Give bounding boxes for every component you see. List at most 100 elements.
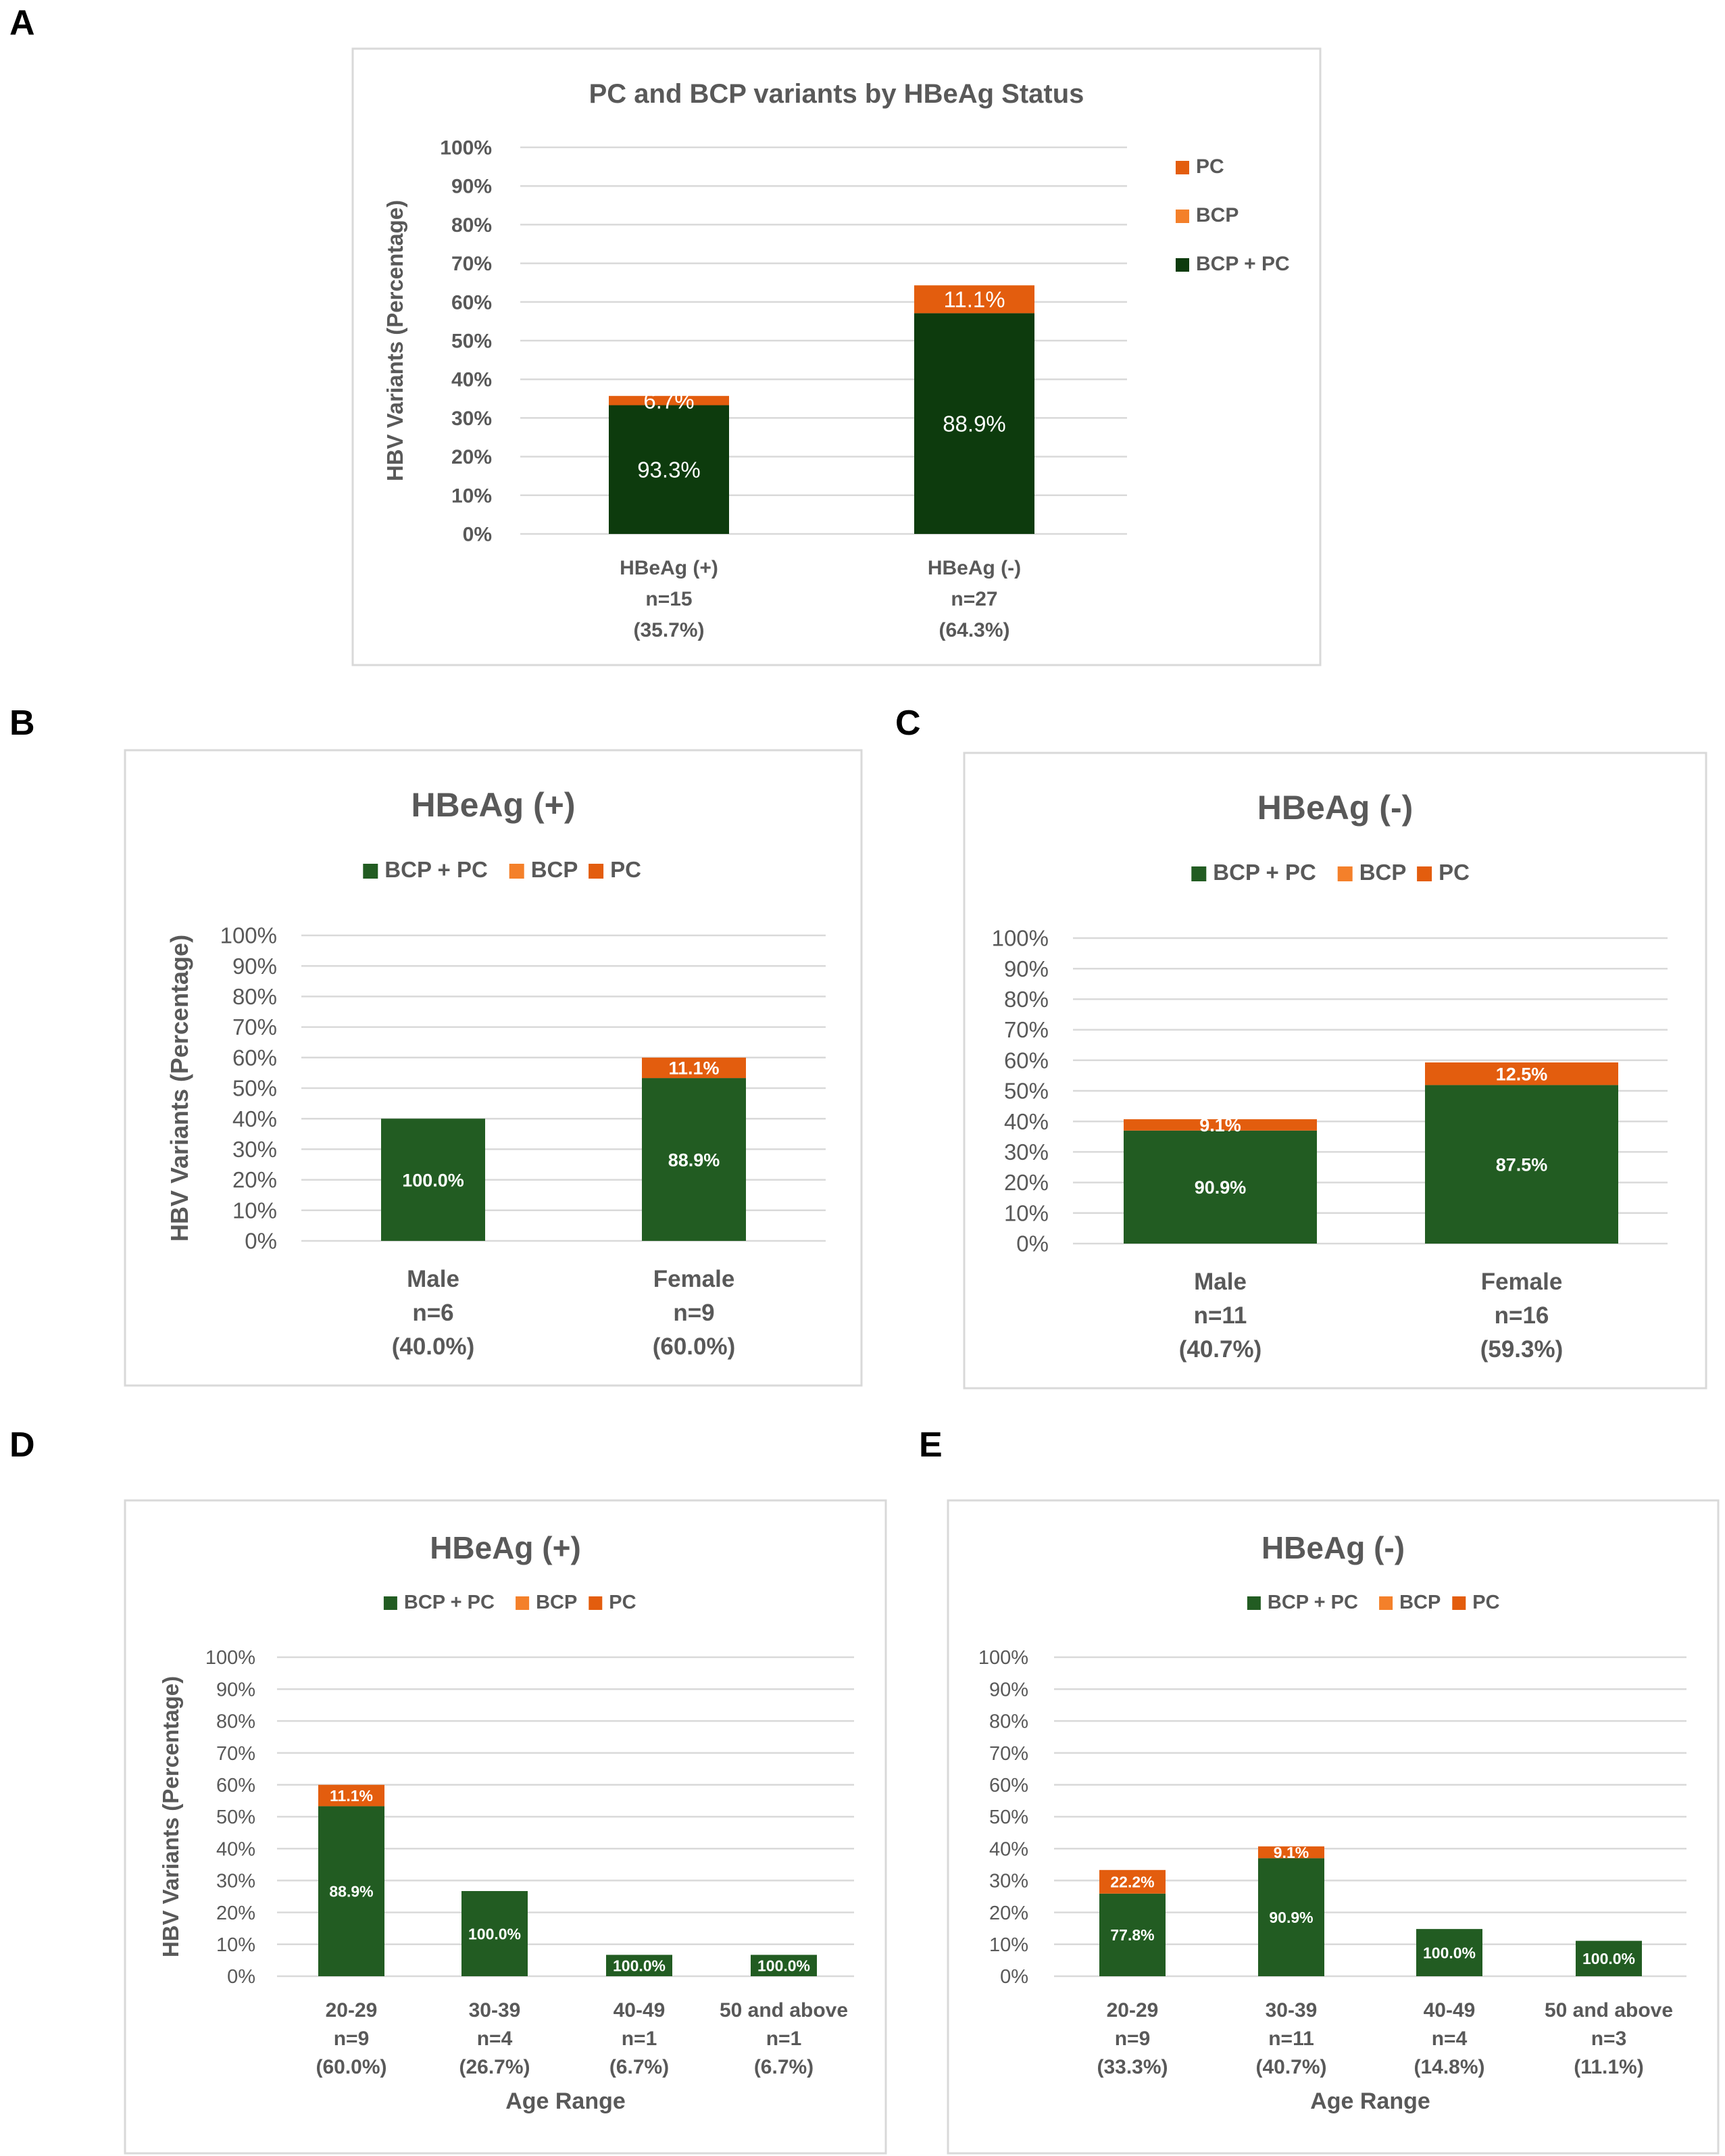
panel-d-category-label: n=9 [334, 2028, 370, 2050]
panel-b-y-tick-label: 70% [232, 1014, 277, 1039]
panel-d-y-tick-label: 40% [216, 1838, 255, 1860]
panel-a-data-label: 6.7% [643, 389, 694, 414]
panel-a-data-label: 11.1% [943, 287, 1005, 312]
panel-e-y-tick-label: 20% [989, 1903, 1028, 1924]
panel-e-bar-pc-2 [1258, 1846, 1324, 1859]
panel-b-y-tick-label: 80% [232, 984, 277, 1009]
panel-d-category-label: n=1 [766, 2028, 802, 2050]
panel-a-y-tick-label: 40% [451, 369, 492, 391]
panel-b-y-tick-label: 10% [232, 1198, 277, 1223]
panel-d-data-label: 100.0% [468, 1925, 521, 1942]
panel-b-data-label: 11.1% [668, 1058, 719, 1079]
panel-d-y-tick-label: 0% [227, 1966, 255, 1988]
panel-d-category-label: 20-29 [326, 1999, 378, 2022]
panel-b-y-tick-label: 20% [232, 1167, 277, 1192]
panel-b-y-tick-label: 0% [245, 1229, 277, 1254]
panel-a-category-label: (64.3%) [939, 619, 1009, 641]
panel-c-legend-label: PC [1439, 860, 1470, 885]
panel-b-y-axis-label: HBV Variants (Percentage) [166, 935, 193, 1242]
panel-c-y-tick-label: 30% [1004, 1140, 1049, 1165]
panel-a-category-label: n=15 [645, 588, 692, 610]
panel-b-data-label: 88.9% [668, 1150, 720, 1170]
panel-e-y-tick-label: 70% [989, 1743, 1028, 1765]
panel-c-chart-title: HBeAg (-) [1257, 789, 1414, 827]
panel-d-x-axis-label: Age Range [505, 2088, 626, 2114]
panel-c-chart: HBeAg (-) 0% 10% 20% 30% 40% 50% 60% 70% 80% 90% 10… [963, 752, 1707, 1390]
panel-d-bar-pc-1 [318, 1784, 384, 1807]
panel-d-category-label: n=1 [622, 2028, 657, 2050]
panel-e-bar-bcp-pc-2 [1258, 1858, 1324, 1976]
panel-a-data-label: 88.9% [943, 412, 1006, 437]
panel-d-data-label: 11.1% [330, 1787, 373, 1805]
panel-e-category-label: 50 and above [1545, 1999, 1673, 2022]
panel-c-y-tick-label: 0% [1016, 1231, 1049, 1256]
panel-c-legend-swatch [1191, 866, 1207, 881]
panel-d-y-tick-label: 10% [216, 1934, 255, 1956]
panel-c-bar-bcp-pc-2 [1425, 1085, 1618, 1244]
panel-d-legend-swatch [383, 1596, 397, 1610]
panel-b-legend-swatch [589, 864, 604, 879]
panel-b-category-label: n=9 [673, 1300, 714, 1326]
panel-b-category-label: Female [653, 1266, 735, 1292]
panel-letter-d: D [9, 1425, 35, 1465]
panel-c-y-tick-label: 70% [1004, 1017, 1049, 1042]
panel-e-category-label: (40.7%) [1255, 2056, 1326, 2078]
panel-b-legend-swatch [363, 864, 378, 879]
panel-e-y-tick-label: 40% [989, 1838, 1028, 1860]
panel-a-chart: PC and BCP variants by HBeAg Status 0% 10%… [351, 47, 1322, 666]
panel-b-bar-bcp-pc-2 [642, 1078, 746, 1241]
panel-a-y-tick-label: 70% [451, 253, 492, 275]
panel-d-legend-label: BCP [536, 1592, 577, 1613]
panel-e-legend-label: PC [1472, 1592, 1499, 1613]
panel-c-y-tick-label: 90% [1004, 956, 1049, 981]
panel-b-category-label: (60.0%) [653, 1333, 736, 1360]
panel-a-legend-swatch [1176, 210, 1189, 223]
panel-b-legend-swatch [509, 864, 524, 879]
panel-c-y-tick-label: 50% [1004, 1079, 1049, 1104]
panel-e-category-label: 30-39 [1266, 1999, 1318, 2022]
panel-d-y-tick-label: 30% [216, 1871, 255, 1892]
panel-b-legend-label: BCP [531, 857, 578, 882]
panel-a-y-tick-label: 100% [440, 137, 492, 160]
panel-e-y-tick-label: 50% [989, 1807, 1028, 1828]
panel-e-data-label: 100.0% [1423, 1944, 1476, 1961]
panel-c-y-tick-label: 20% [1004, 1170, 1049, 1195]
panel-e-y-tick-label: 100% [978, 1647, 1028, 1669]
panel-a-data-label: 93.3% [637, 458, 701, 483]
panel-letter-e: E [919, 1425, 943, 1465]
panel-a-y-tick-label: 60% [451, 291, 492, 314]
panel-d-category-label: (26.7%) [459, 2056, 530, 2078]
panel-c-category-label: Female [1481, 1269, 1563, 1295]
panel-d-bar-bcp-pc-3 [606, 1955, 672, 1976]
panel-c-data-label: 90.9% [1195, 1177, 1247, 1198]
panel-a-y-tick-label: 10% [451, 485, 492, 507]
panel-b-y-tick-label: 60% [232, 1045, 277, 1070]
panel-d-data-label: 100.0% [757, 1957, 810, 1974]
panel-a-y-axis-label: HBV Variants (Percentage) [382, 200, 407, 481]
panel-d-category-label: 30-39 [469, 1999, 521, 2022]
panel-a-chart-title: PC and BCP variants by HBeAg Status [589, 79, 1084, 109]
panel-d-chart-title: HBeAg (+) [430, 1530, 581, 1565]
panel-c-legend-label: BCP [1359, 860, 1407, 885]
panel-e-legend-swatch [1452, 1596, 1466, 1610]
panel-c-bar-bcp-pc-1 [1124, 1130, 1317, 1244]
panel-d-data-label: 100.0% [613, 1957, 666, 1974]
panel-d-category-label: n=4 [477, 2028, 513, 2050]
panel-b-y-tick-label: 40% [232, 1106, 277, 1131]
panel-e-y-tick-label: 0% [1000, 1966, 1028, 1988]
panel-e-chart-title: HBeAg (-) [1261, 1530, 1405, 1565]
panel-a-y-tick-label: 20% [451, 446, 492, 468]
panel-e-category-label: (33.3%) [1097, 2056, 1168, 2078]
panel-b-category-label: (40.0%) [392, 1333, 475, 1360]
panel-e-chart: HBeAg (-) 0% 10% 20% 30% 40% 50% 60% 70% 80% 90% 10… [947, 1499, 1720, 2155]
panel-e-legend-label: BCP [1399, 1592, 1441, 1613]
panel-c-legend-label: BCP + PC [1213, 860, 1316, 885]
panel-b-y-tick-label: 90% [232, 954, 277, 979]
panel-d-legend-swatch [589, 1596, 603, 1610]
panel-c-data-label: 9.1% [1199, 1115, 1241, 1135]
panel-e-data-label: 77.8% [1110, 1926, 1154, 1944]
panel-e-y-tick-label: 80% [989, 1711, 1028, 1733]
panel-b-legend-label: BCP + PC [384, 857, 488, 882]
panel-b-chart-title: HBeAg (+) [411, 786, 575, 824]
